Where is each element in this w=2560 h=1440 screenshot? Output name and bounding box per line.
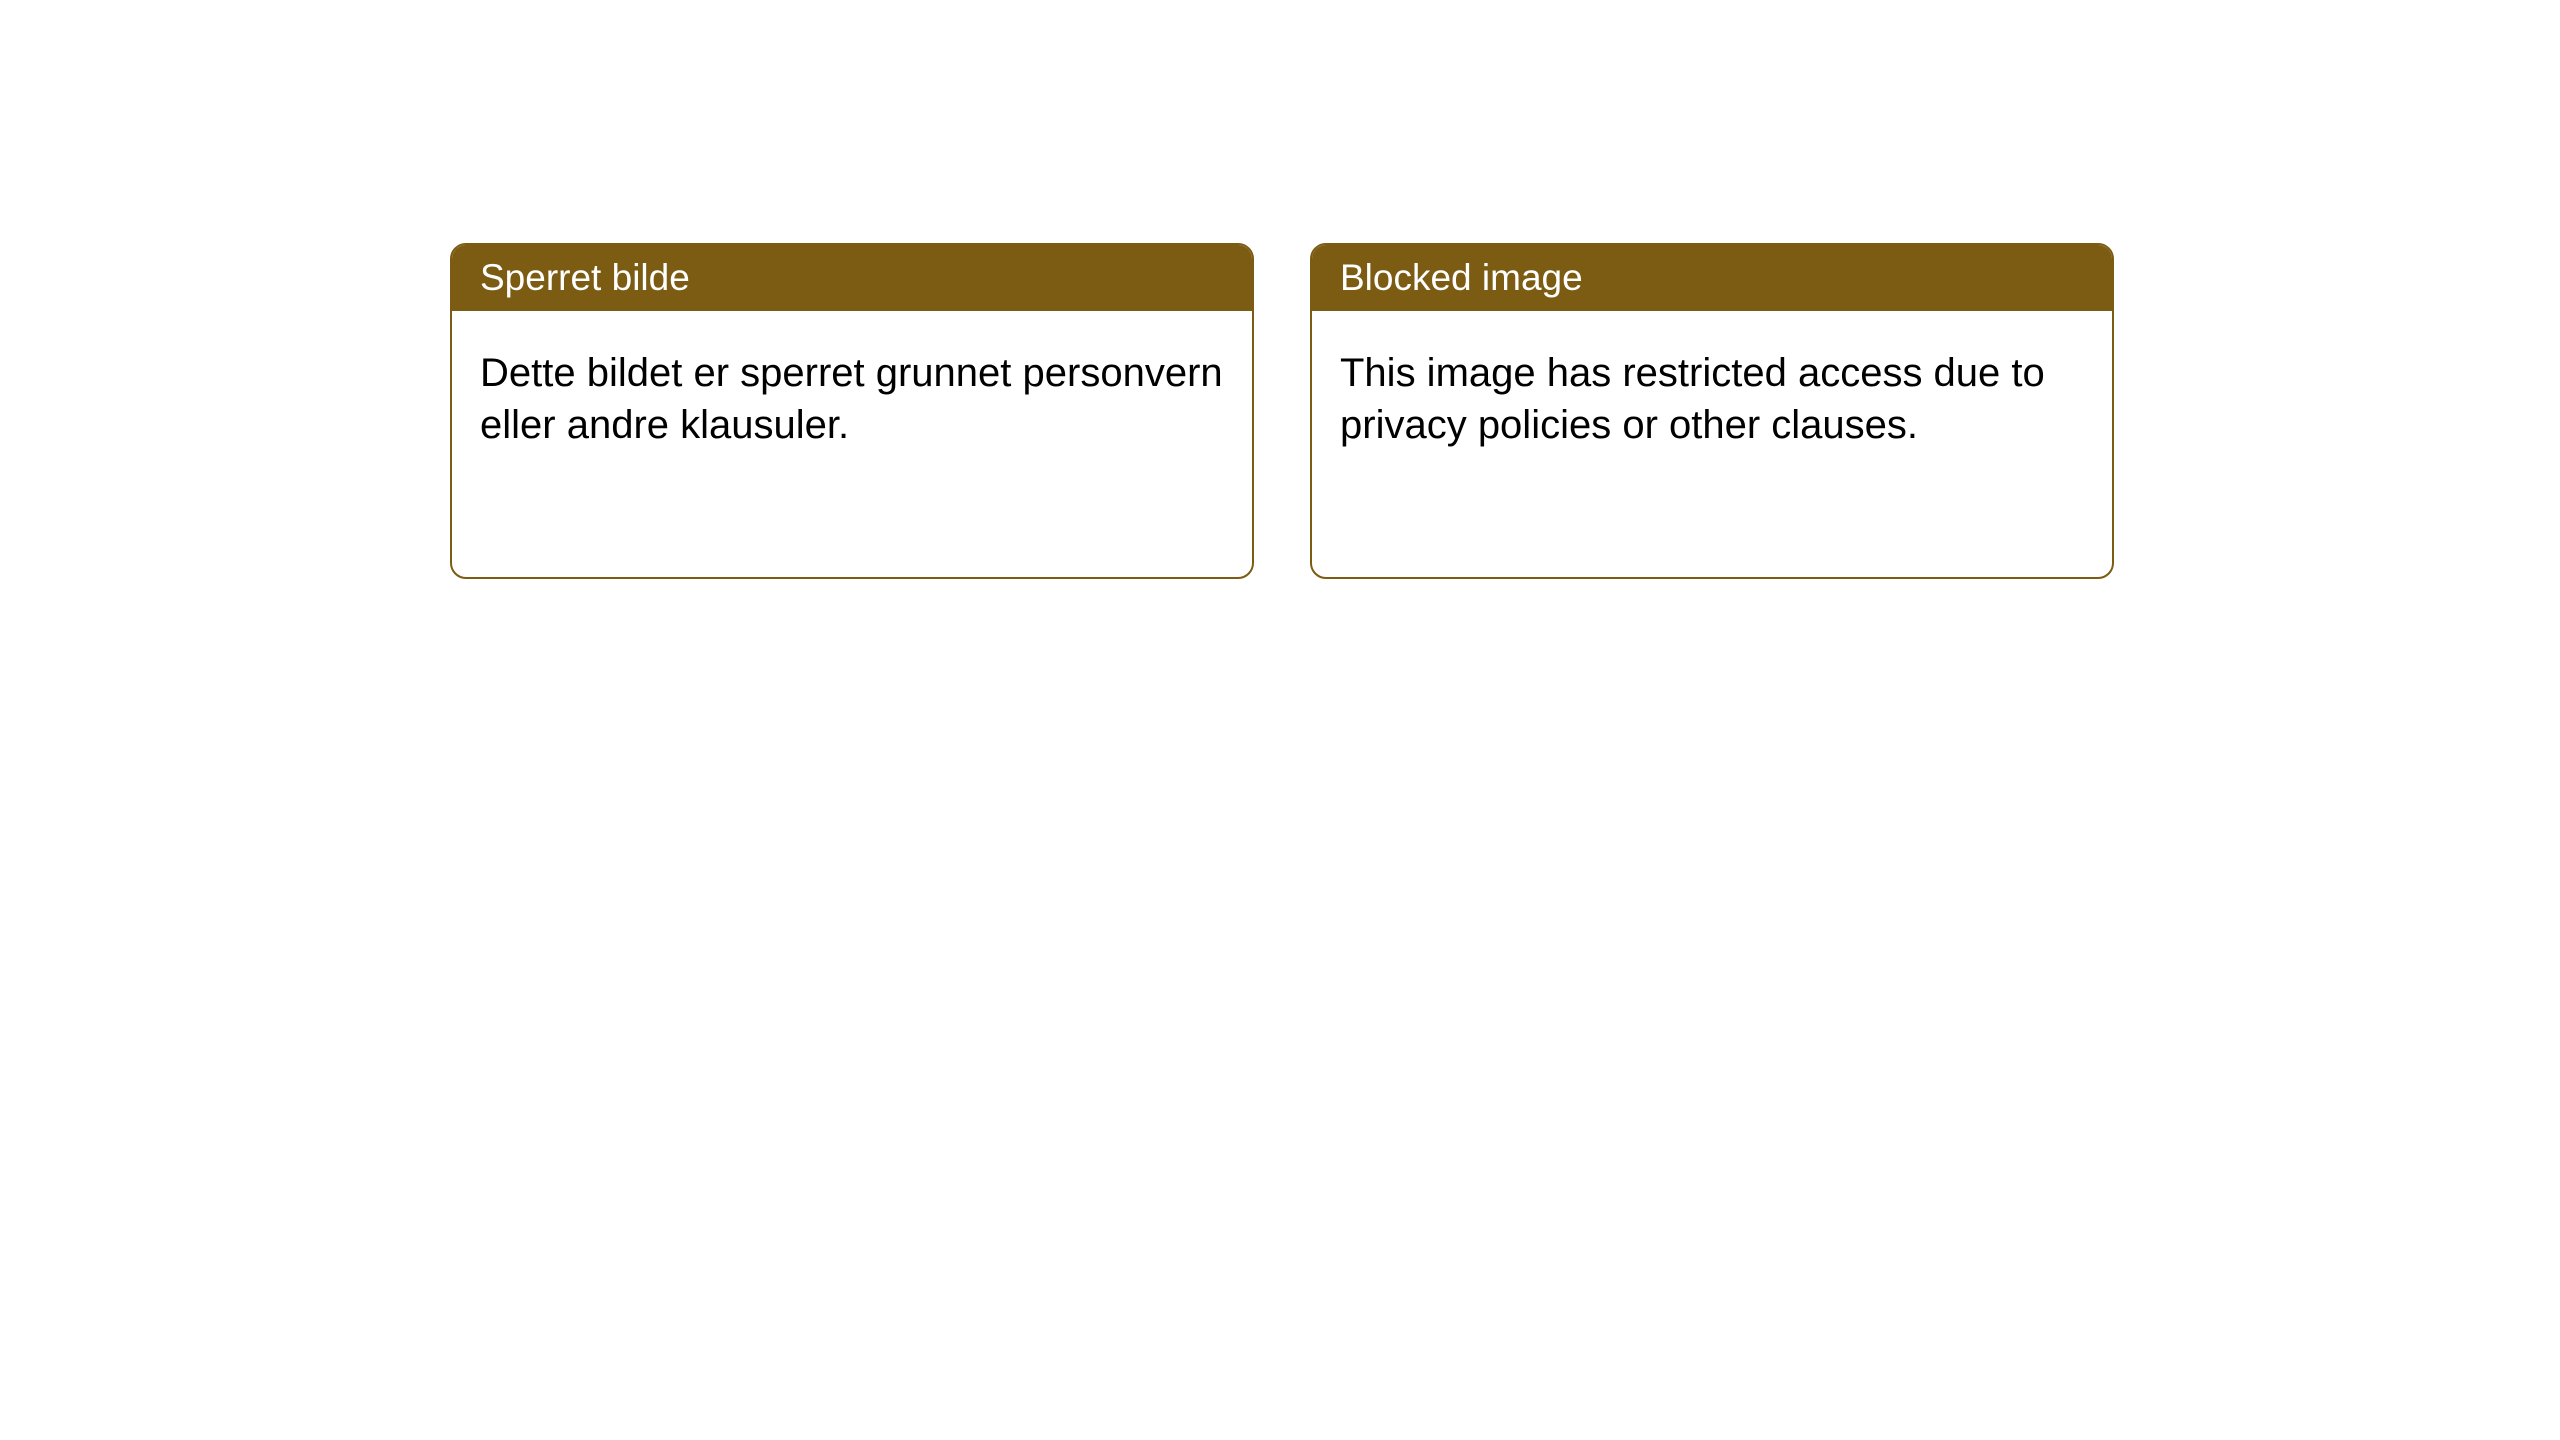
notice-box-english: Blocked image This image has restricted … bbox=[1310, 243, 2114, 579]
notice-title: Blocked image bbox=[1340, 257, 1583, 298]
notice-header: Blocked image bbox=[1312, 245, 2112, 311]
notice-body: Dette bildet er sperret grunnet personve… bbox=[452, 311, 1252, 487]
notice-title: Sperret bilde bbox=[480, 257, 690, 298]
notice-box-norwegian: Sperret bilde Dette bildet er sperret gr… bbox=[450, 243, 1254, 579]
notice-container: Sperret bilde Dette bildet er sperret gr… bbox=[0, 0, 2560, 579]
notice-body: This image has restricted access due to … bbox=[1312, 311, 2112, 487]
notice-body-text: This image has restricted access due to … bbox=[1340, 351, 2045, 447]
notice-body-text: Dette bildet er sperret grunnet personve… bbox=[480, 351, 1223, 447]
notice-header: Sperret bilde bbox=[452, 245, 1252, 311]
